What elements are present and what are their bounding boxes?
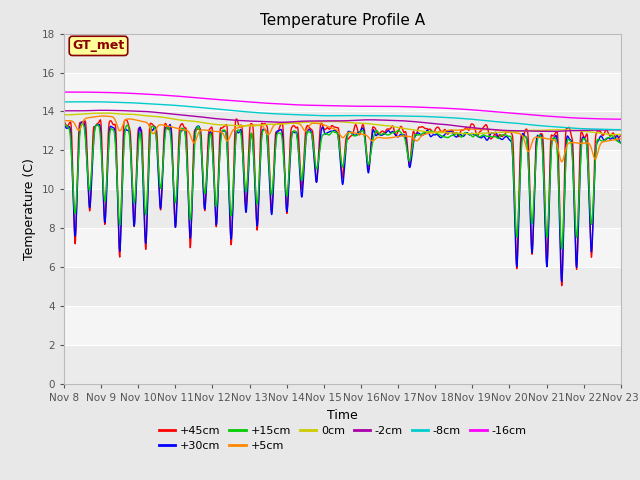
+30cm (60, 122, 68, 128)
+45cm (558, 283, 566, 288)
Line: +30cm: +30cm (64, 121, 621, 282)
Line: +45cm: +45cm (64, 119, 621, 286)
+5cm (104, 113, 111, 119)
Line: -16cm: -16cm (64, 92, 621, 119)
Bar (64, 34, 621, 72)
+45cm (232, 116, 240, 122)
0cm (297, 120, 305, 126)
+30cm (308, 134, 316, 140)
+45cm (378, 129, 385, 135)
-2cm (308, 118, 316, 124)
+15cm (378, 132, 385, 138)
+30cm (558, 279, 566, 285)
+45cm (126, 126, 134, 132)
-16cm (308, 102, 316, 108)
-16cm (126, 90, 134, 96)
Bar (64, 228, 621, 267)
-16cm (296, 102, 304, 108)
+15cm (308, 133, 316, 139)
+45cm (308, 127, 316, 133)
+5cm (318, 121, 326, 127)
Text: GT_met: GT_met (72, 39, 125, 52)
+15cm (558, 246, 566, 252)
+5cm (378, 135, 385, 141)
+45cm (103, 165, 111, 170)
-8cm (104, 99, 111, 105)
+15cm (318, 133, 326, 139)
+15cm (78, 121, 86, 127)
+15cm (297, 172, 305, 178)
+15cm (60, 121, 68, 127)
-16cm (377, 103, 385, 109)
0cm (308, 119, 316, 125)
-8cm (308, 112, 316, 118)
Line: +5cm: +5cm (64, 116, 621, 162)
Y-axis label: Temperature (C): Temperature (C) (23, 158, 36, 260)
Title: Temperature Profile A: Temperature Profile A (260, 13, 425, 28)
Bar (64, 150, 621, 189)
+15cm (126, 141, 134, 146)
-16cm (617, 116, 625, 122)
-2cm (617, 127, 625, 132)
0cm (378, 122, 385, 128)
Line: -2cm: -2cm (64, 110, 621, 132)
+5cm (297, 122, 305, 128)
+5cm (558, 159, 566, 165)
+45cm (617, 133, 625, 139)
-2cm (100, 108, 108, 113)
-8cm (126, 100, 134, 106)
0cm (60, 112, 68, 118)
Line: 0cm: 0cm (64, 113, 621, 134)
-8cm (617, 127, 625, 132)
-8cm (318, 113, 326, 119)
Bar (64, 72, 621, 111)
0cm (104, 110, 111, 116)
-2cm (378, 117, 385, 123)
Line: -8cm: -8cm (64, 102, 621, 130)
-8cm (297, 112, 305, 118)
X-axis label: Time: Time (327, 408, 358, 421)
0cm (611, 132, 618, 137)
+45cm (318, 121, 326, 127)
Legend: +45cm, +30cm, +15cm, +5cm, 0cm, -2cm, -8cm, -16cm: +45cm, +30cm, +15cm, +5cm, 0cm, -2cm, -8… (154, 421, 531, 456)
+5cm (308, 120, 316, 126)
-2cm (126, 108, 134, 114)
-2cm (318, 118, 326, 124)
-8cm (87, 99, 95, 105)
+15cm (617, 140, 625, 146)
+45cm (297, 173, 305, 179)
Bar (64, 111, 621, 150)
+5cm (126, 116, 134, 122)
0cm (126, 111, 134, 117)
-16cm (60, 89, 68, 95)
0cm (318, 119, 326, 124)
+5cm (99, 113, 107, 119)
+30cm (378, 132, 385, 138)
0cm (103, 110, 111, 116)
-8cm (60, 99, 68, 105)
-2cm (548, 129, 556, 134)
+45cm (60, 120, 68, 125)
-2cm (60, 108, 68, 114)
+30cm (126, 138, 134, 144)
+30cm (617, 140, 625, 146)
+30cm (297, 183, 305, 189)
-16cm (103, 90, 111, 96)
-16cm (318, 103, 326, 108)
-2cm (104, 108, 111, 113)
Line: +15cm: +15cm (64, 124, 621, 249)
-2cm (297, 119, 305, 124)
Bar (64, 189, 621, 228)
+30cm (104, 169, 111, 175)
+5cm (617, 136, 625, 142)
Bar (64, 267, 621, 306)
Bar (64, 345, 621, 384)
0cm (617, 132, 625, 137)
-8cm (378, 113, 385, 119)
+5cm (60, 118, 68, 123)
+30cm (318, 124, 326, 130)
+30cm (79, 119, 86, 124)
+15cm (104, 165, 111, 171)
Bar (64, 306, 621, 345)
